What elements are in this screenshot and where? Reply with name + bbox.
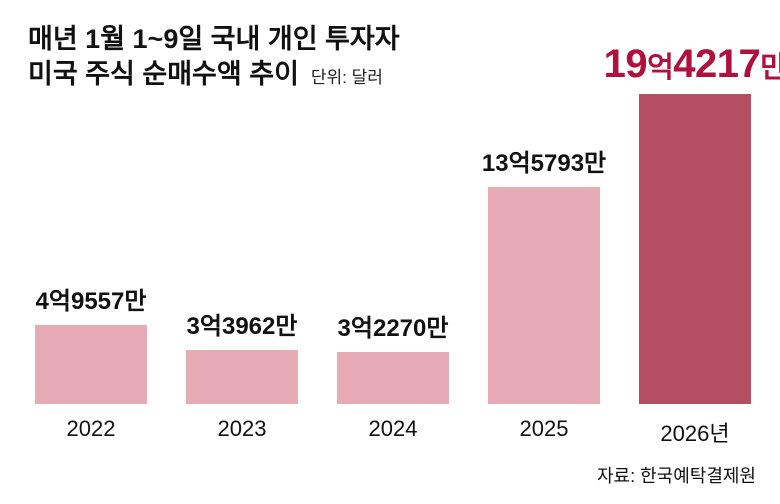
bar-column: 3억3962만 2023 (181, 306, 303, 442)
bar (488, 187, 600, 404)
bar-highlight (639, 94, 751, 404)
x-axis-label: 2022 (66, 416, 116, 441)
bar-chart: 4억9557만 2022 3억3962만 2023 3억2270만 2024 13억5793… (30, 42, 780, 446)
x-axis-label: 2023 (217, 416, 267, 441)
bar-value-label: 19억4217만 (603, 42, 780, 86)
chart-title-line1: 매년 1월 1~9일 국내 개인 투자자 (28, 24, 400, 54)
bar-value-label: 3억3962만 (186, 313, 298, 340)
source-label: 자료: 한국예탁결제원 (596, 466, 756, 486)
chart-title-line2: 미국 주식 순매수액 추이 단위: 달러 (28, 57, 400, 92)
x-axis-label: 2025 (519, 416, 569, 441)
x-axis-label: 2026년 (660, 421, 730, 446)
chart-title-line2-text: 미국 주식 순매수액 추이 (28, 59, 299, 90)
bar-column: 19억4217만 2026년 (604, 42, 780, 446)
bar (35, 325, 147, 404)
bar (337, 352, 449, 404)
chart-title-block: 매년 1월 1~9일 국내 개인 투자자 미국 주식 순매수액 추이 단위: 달러 (28, 22, 400, 92)
bar-column: 13억5793만 2025 (481, 143, 607, 442)
unit-label: 단위: 달러 (310, 68, 383, 88)
bar-column: 3억2270만 2024 (332, 308, 454, 442)
bar-value-label: 4억9557만 (35, 288, 147, 315)
x-axis-label: 2024 (368, 416, 418, 441)
bar-value-label: 3억2270만 (337, 315, 449, 342)
bar-value-label: 13억5793만 (481, 150, 607, 177)
bar (186, 350, 298, 404)
bar-column: 4억9557만 2022 (30, 281, 152, 442)
